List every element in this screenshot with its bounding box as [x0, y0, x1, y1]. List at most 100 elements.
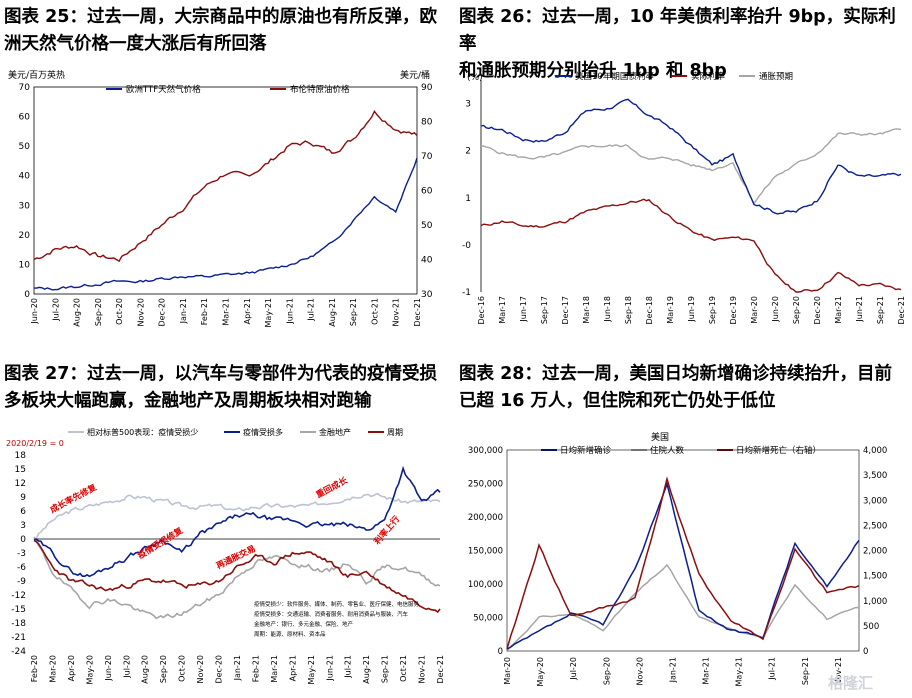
chart28-series: [506, 476, 860, 651]
y-tick-label: 40: [19, 172, 31, 182]
x-tick-label: Jun-21: [855, 296, 864, 323]
x-tick-label: Mar-19: [666, 296, 675, 324]
x-tick-label: Dec-21: [413, 298, 422, 327]
x-tick-label: Sep-20: [159, 655, 168, 683]
x-tick-label: Dec-20: [215, 655, 224, 684]
y-tick-label: 20: [19, 231, 31, 241]
y-tick-label: 2,000: [863, 547, 887, 557]
x-tick-label: Feb-21: [200, 298, 209, 325]
x-tick-label: Dec-20: [813, 296, 822, 325]
y-tick-label: 90: [421, 83, 433, 93]
y-tick-label: 100,000: [468, 580, 503, 590]
chart28-x-axis: Mar-20 May-20 Jul-20 Sep-20 Nov-20 Jan-21 Mar-…: [503, 657, 843, 686]
x-tick-label: Jan-21: [179, 298, 188, 324]
y-tick-label: 70: [19, 83, 31, 93]
y-tick-label: 3,000: [863, 496, 887, 506]
y-tick-label: 15: [15, 465, 26, 475]
x-tick-label: Dec-20: [158, 298, 167, 327]
y-tick-label: 300,000: [468, 446, 503, 456]
chart26-legend-real: 实际利率: [691, 71, 726, 82]
chart27-series: [33, 465, 441, 620]
x-tick-label: Mar-20: [750, 296, 759, 324]
x-tick-label: Sep-21: [349, 298, 358, 326]
y-tick-label: 0: [498, 647, 503, 657]
chart27-note-cyc: 周期：能源、原材料、资本品: [254, 630, 326, 638]
chart28-legend-hosp: 住院人数: [650, 445, 685, 456]
y-tick-label: 1: [465, 194, 471, 204]
x-tick-label: Apr-20: [67, 655, 76, 681]
x-tick-label: Jul-21: [768, 657, 777, 681]
chart27-x-axis: Feb-20 Mar-20 Apr-20 May-20 Jun-20 Jul-20 Aug-…: [30, 655, 445, 684]
y-tick-label: 0: [20, 535, 26, 545]
x-tick-label: May-20: [536, 657, 545, 686]
chart28-legend: 日均新增确诊 住院人数 日均新增死亡（右轴）: [541, 445, 821, 456]
x-tick-label: Nov-20: [136, 298, 145, 326]
daily-deaths-line: [506, 476, 860, 650]
chart26-title-line2: 和通胀预期分别抬升 1bp 和 8bp: [459, 61, 727, 81]
daily-cases-line: [506, 481, 860, 650]
x-tick-label: Feb-21: [251, 655, 260, 682]
real-rate-line: [480, 198, 902, 293]
chart28-y-axis: 0 50,000 100,000 150,000 200,000 250,000 300,0…: [468, 446, 503, 657]
y-tick-label: 150,000: [468, 547, 503, 557]
y-tick-label: -3: [17, 549, 26, 559]
y-tick-label: 2: [465, 147, 471, 157]
chart25-title-line1: 图表 25：过去一周，大宗商品中的原油也有所反弹，欧: [4, 7, 437, 27]
x-tick-label: Apr-21: [243, 298, 252, 324]
x-tick-label: Mar-21: [270, 655, 279, 683]
y-tick-label: 6: [20, 507, 26, 517]
chart27-notes: 疫情受损少：软件服务、媒体、制药、零售业、医疗保健、电信服务 疫情受损多：交通运…: [254, 600, 420, 638]
x-tick-label: Mar-21: [702, 657, 711, 685]
y-tick-label: 1,500: [863, 572, 887, 582]
chart27-annotation-recovery: 疫情受损修复: [136, 525, 186, 562]
chart27-note-fin: 金融地产：银行、多元金融、保险、地产: [254, 620, 354, 628]
chart28-plot-frame: [506, 449, 860, 652]
y-tick-label: 0: [863, 647, 868, 657]
x-tick-label: Oct-21: [370, 298, 379, 325]
chart25-right-unit: 美元/桶: [400, 69, 430, 81]
x-tick-label: Feb-20: [30, 655, 39, 682]
chart27-annotation-rates-up: 利率上行: [371, 513, 402, 547]
chart26-legend-10y: 美国10年期国债利率: [575, 71, 654, 82]
x-tick-label: Dec-19: [729, 296, 738, 325]
y-tick-label: 50,000: [473, 614, 503, 624]
chart25-x-axis: Jun-20 Jul-20 Aug-20 Sep-20 Oct-20 Nov-20 Dec-…: [30, 298, 422, 327]
chart27-base-note: 2020/2/19 = 0: [6, 439, 64, 448]
chart27-title: 图表 27：过去一周，以汽车与零部件为代表的疫情受损 多板块大幅跑赢，金融地产及…: [4, 361, 449, 415]
x-tick-label: Sep-21: [801, 657, 810, 685]
chart26-title-line1: 图表 26：过去一周，10 年美债利率抬升 9bp，实际利率: [459, 7, 896, 54]
chart26-title: 图表 26：过去一周，10 年美债利率抬升 9bp，实际利率 和通胀预期分别抬升…: [459, 4, 909, 85]
y-tick-label: -12: [11, 591, 26, 601]
y-tick-label: 3: [465, 100, 471, 110]
y-tick-label: 12: [15, 479, 26, 489]
chart26-series: [480, 98, 902, 293]
x-tick-label: Jul-20: [569, 657, 578, 681]
x-tick-label: Aug-21: [328, 298, 337, 327]
x-tick-label: Oct-20: [115, 298, 124, 325]
y-tick-label: 30: [19, 201, 31, 211]
y-tick-label: 18: [15, 451, 27, 461]
x-tick-label: Aug-21: [362, 655, 371, 684]
chart28-legend-deaths: 日均新增死亡（右轴）: [736, 445, 821, 456]
x-tick-label: Nov-20: [635, 657, 644, 685]
x-tick-label: Mar-20: [48, 655, 57, 683]
more-affected-line: [33, 465, 441, 578]
x-tick-label: Jun-21: [325, 655, 334, 682]
chart28-chart-title: 美国: [651, 431, 669, 443]
y-tick-label: 500: [863, 622, 879, 632]
y-tick-label: 80: [421, 118, 433, 128]
y-tick-label: 60: [19, 113, 31, 123]
chart25-y-axis: 0 10 20 30 40 50 60 70: [19, 83, 31, 300]
x-tick-label: May-21: [307, 655, 316, 684]
chart27-note-more: 疫情受损多：交通运输、消费者服务、耐用消费品与服装、汽车: [254, 610, 409, 618]
us10y-line: [480, 98, 902, 215]
x-tick-label: May-21: [264, 298, 273, 327]
y-tick-label: 4,000: [863, 446, 887, 456]
x-tick-label: May-21: [735, 657, 744, 686]
x-tick-label: Mar-18: [582, 296, 591, 324]
chart27-annotation-growth: 成长率先修复: [48, 482, 99, 516]
chart28-y2-axis: 0 500 1,000 1,500 2,000 2,500 3,000 3,500 4,000: [863, 446, 887, 657]
chart26-x-axis: Dec-16 Mar-17 Jun-17 Sep-17 Dec-17 Mar-18 Jun-…: [477, 296, 906, 325]
x-tick-label: Jul-21: [344, 655, 353, 679]
y-tick-label: 3,500: [863, 471, 887, 481]
